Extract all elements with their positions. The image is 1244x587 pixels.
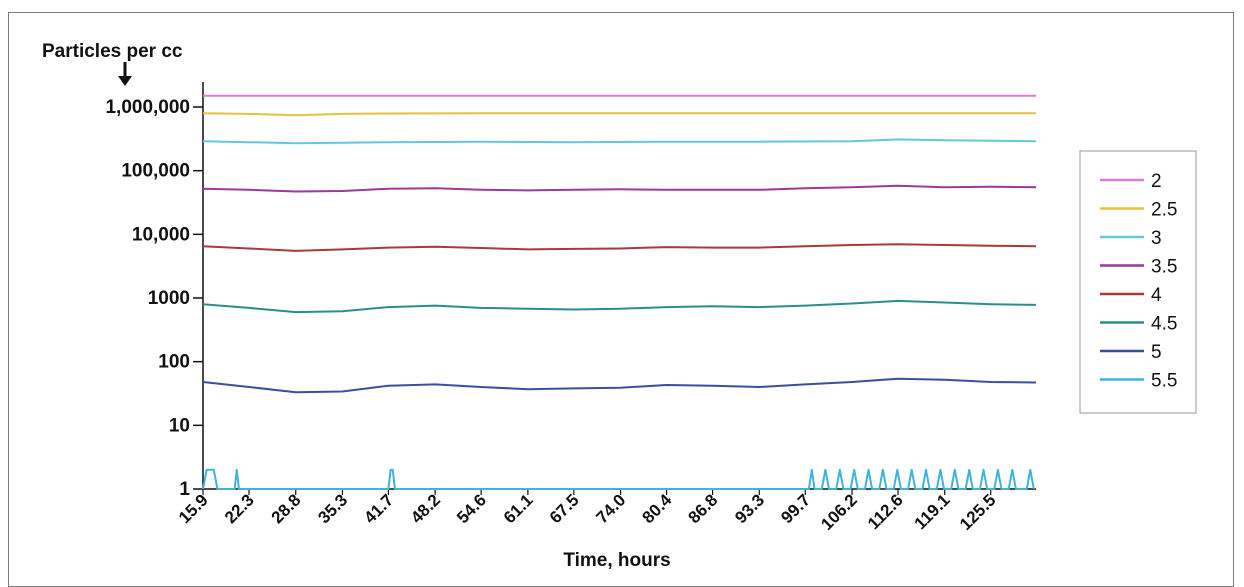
x-tick-label: 106.2 (817, 490, 861, 534)
x-tick-label: 48.2 (407, 490, 444, 527)
series-line-4-5 (202, 299, 1037, 314)
series-line-5-5 (202, 468, 1035, 490)
x-axis-title: Time, hours (563, 550, 670, 571)
y-tick-label: 1 (179, 479, 190, 500)
x-ticks: 15.9 22.3 28.8 35.3 41.7 48.2 54.6 61.1 67.5 74.0… (175, 489, 1000, 534)
legend-label: 2.5 (1151, 200, 1177, 221)
x-tick-label: 61.1 (500, 490, 537, 527)
series-line-2-5 (202, 112, 1036, 117)
x-tick-label: 125.5 (956, 490, 1000, 534)
y-axis-title: Particles per cc (42, 41, 183, 62)
x-tick-label: 54.6 (453, 490, 490, 527)
y-tick-label: 1000 (148, 288, 190, 309)
series-lines (202, 94, 1037, 490)
x-tick-label: 99.7 (777, 490, 814, 527)
x-tick-label: 41.7 (360, 490, 397, 527)
y-ticks: 1 10 100 1000 10,000 100,000 1,000,000 (105, 97, 203, 500)
y-tick-label: 100,000 (121, 161, 190, 182)
y-tick-label: 1,000,000 (105, 97, 190, 118)
legend-label: 4 (1151, 285, 1162, 306)
series-line-3-5 (202, 184, 1037, 193)
x-tick-label: 28.8 (268, 490, 305, 527)
y-tick-label: 10 (169, 415, 190, 436)
x-tick-label: 112.6 (864, 490, 907, 533)
legend-label: 5.5 (1151, 371, 1177, 392)
y-tick-label: 10,000 (132, 224, 190, 245)
legend-label: 3 (1151, 228, 1162, 249)
x-tick-label: 86.8 (685, 490, 722, 527)
series-line-4 (202, 243, 1037, 252)
x-tick-label: 80.4 (639, 490, 676, 527)
x-tick-label: 35.3 (314, 490, 351, 527)
x-tick-label: 119.1 (911, 490, 954, 533)
series-line-3 (202, 138, 1037, 145)
legend-label: 5 (1151, 342, 1162, 363)
legend-label: 3.5 (1151, 257, 1177, 278)
legend-label: 2 (1151, 171, 1162, 192)
particle-count-chart: Particles per cc 1 10 100 1000 10,000 100,000… (42, 41, 1197, 571)
series-line-5 (202, 377, 1037, 394)
legend-label: 4.5 (1151, 314, 1177, 335)
x-tick-label: 67.5 (546, 490, 583, 527)
x-tick-label: 22.3 (221, 490, 258, 527)
x-tick-label: 74.0 (593, 490, 630, 527)
legend-box (1079, 150, 1197, 414)
x-tick-label: 93.3 (731, 490, 768, 527)
y-axis-arrow (118, 62, 132, 86)
y-tick-label: 100 (158, 352, 190, 373)
legend: 2 2.5 3 3.5 4 4.5 5 5.5 (1079, 150, 1197, 414)
